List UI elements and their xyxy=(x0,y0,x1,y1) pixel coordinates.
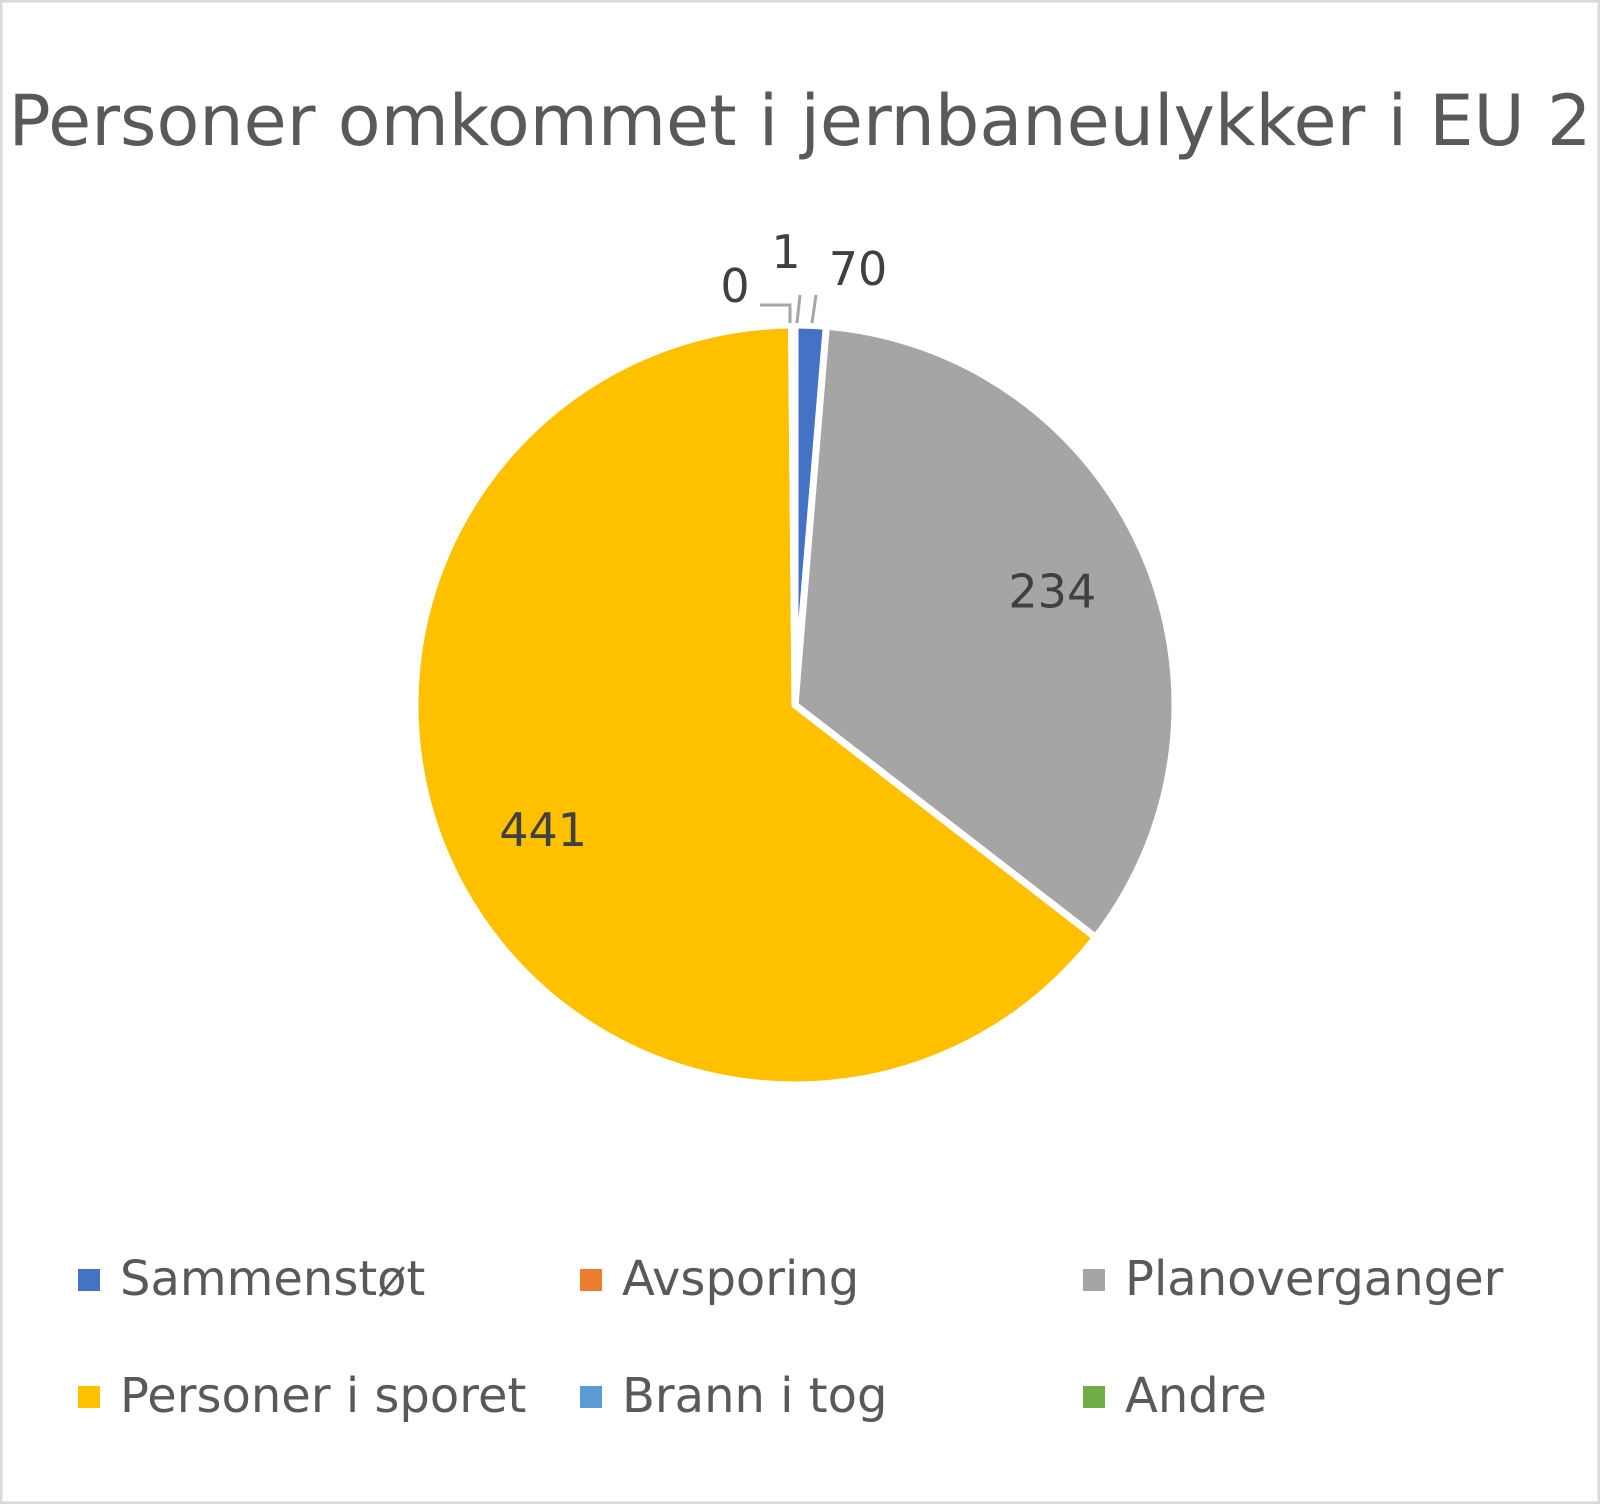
chart-title: Personer omkommet i jernbaneulykker i EU… xyxy=(8,80,1591,162)
legend-label: Brann i tog xyxy=(622,1368,887,1424)
legend-item-avsporing: Avsporing xyxy=(580,1251,859,1307)
data-label-personer-i-sporet: 441 xyxy=(499,803,587,857)
legend-label: Planoverganger xyxy=(1125,1251,1504,1307)
leader-line-andre xyxy=(810,294,818,324)
legend-item-andre: Andre xyxy=(1083,1368,1267,1424)
pie-slice-planoverganger xyxy=(791,322,1179,941)
data-label-brann-i-tog: 1 xyxy=(771,225,800,279)
legend-item-personer-i-sporet: Personer i sporet xyxy=(78,1368,526,1424)
data-labels: 234 441 01 70 xyxy=(499,225,1096,857)
legend-label: Personer i sporet xyxy=(120,1368,526,1424)
pie-slice-brann-i-tog xyxy=(788,321,799,709)
legend-swatch xyxy=(580,1386,602,1408)
leader-line-brann-i-tog xyxy=(795,294,802,324)
legend-swatch xyxy=(78,1269,100,1291)
legend-item-brann-i-tog: Brann i tog xyxy=(580,1368,887,1424)
legend-label: Andre xyxy=(1125,1368,1267,1424)
legend-swatch xyxy=(78,1386,100,1408)
leader-line-avsporing xyxy=(760,303,792,323)
legend-swatch xyxy=(1083,1269,1105,1291)
legend-swatch xyxy=(580,1269,602,1291)
pie-slice-personer-i-sporet xyxy=(411,321,1100,1089)
data-label-planoverganger: 234 xyxy=(1008,565,1096,619)
chart-legend: Sammenstøt Avsporing Planoverganger Persone… xyxy=(78,1251,1504,1424)
pie-chart xyxy=(411,321,1179,1089)
legend-label: Sammenstøt xyxy=(120,1251,425,1307)
data-label-andre: 70 xyxy=(829,242,888,296)
legend-label: Avsporing xyxy=(622,1251,859,1307)
legend-item-sammenstot: Sammenstøt xyxy=(78,1251,425,1307)
legend-swatch xyxy=(1083,1386,1105,1408)
data-label-avsporing: 0 xyxy=(720,259,749,313)
legend-item-planoverganger: Planoverganger xyxy=(1083,1251,1504,1307)
